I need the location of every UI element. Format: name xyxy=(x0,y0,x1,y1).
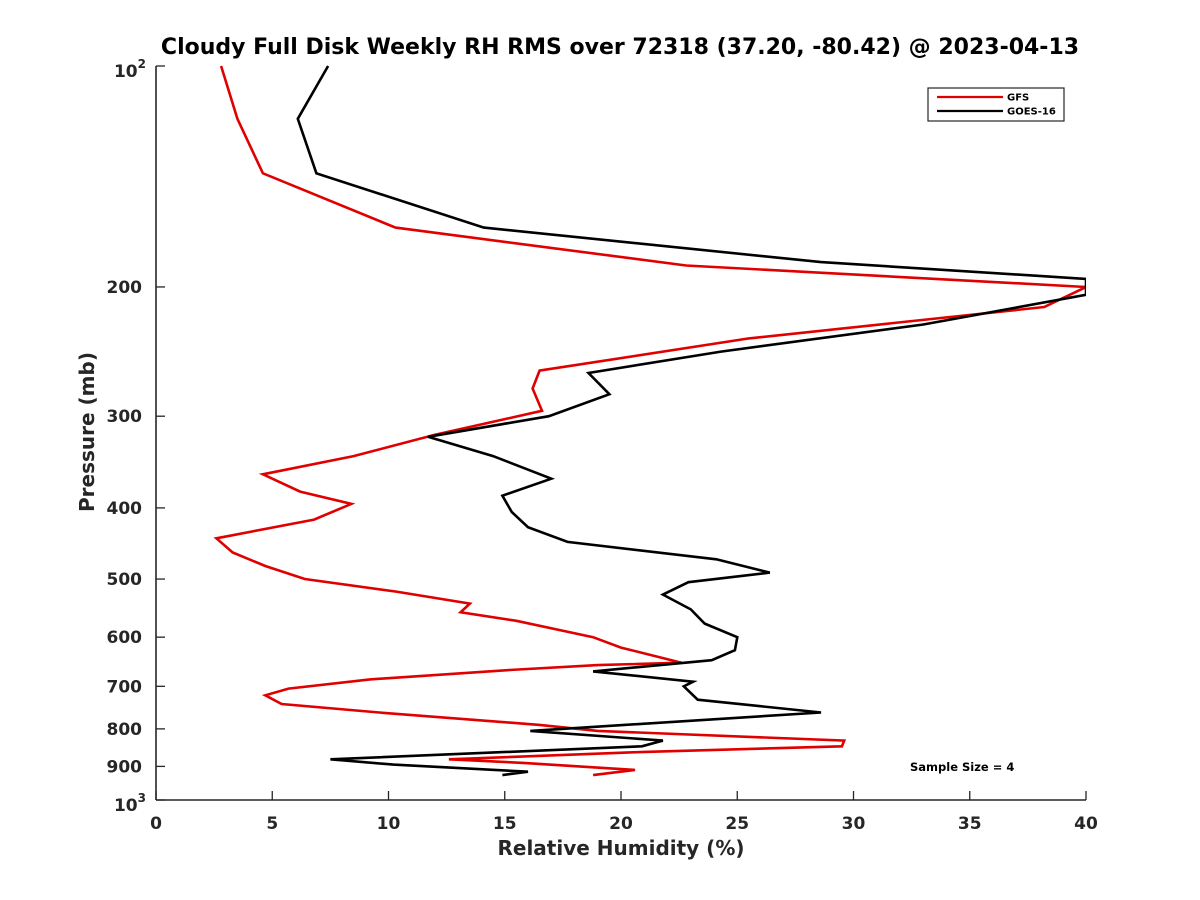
y-tick-label: 300 xyxy=(107,407,143,427)
x-tick-label: 20 xyxy=(609,814,633,834)
x-tick-label: 15 xyxy=(493,814,517,834)
series-line-gfs xyxy=(213,65,1086,777)
y-tick-label: 200 xyxy=(107,278,143,298)
y-tick-label: 103 xyxy=(114,791,146,816)
y-tick-label: 700 xyxy=(107,677,143,697)
y-axis-label: Pressure (mb) xyxy=(75,352,99,512)
x-tick-label: 10 xyxy=(377,814,401,834)
x-tick-label: 25 xyxy=(725,814,749,834)
x-tick-label: 40 xyxy=(1074,814,1098,834)
x-tick-label: 0 xyxy=(150,814,162,834)
series-layer xyxy=(213,65,1086,777)
x-tick-label: 5 xyxy=(266,814,278,834)
chart-title: Cloudy Full Disk Weekly RH RMS over 7231… xyxy=(161,35,1079,60)
y-tick-label: 600 xyxy=(107,628,143,648)
y-tick-label: 800 xyxy=(107,720,143,740)
legend-box xyxy=(927,87,1065,122)
sample-size-annotation: Sample Size = 4 xyxy=(910,760,1014,774)
y-tick-label: 900 xyxy=(107,757,143,777)
x-axis-label: Relative Humidity (%) xyxy=(497,836,744,860)
series-line-goes-16 xyxy=(296,65,1086,777)
y-tick-label: 400 xyxy=(107,499,143,519)
ticks-layer: 0 5 10 15 20 25 30 35 40 102 200 300 400 500 600 700 800… xyxy=(107,57,1098,834)
x-tick-label: 35 xyxy=(958,814,982,834)
legend-label-goes-16: GOES-16 xyxy=(1007,107,1056,118)
x-tick-label: 30 xyxy=(842,814,866,834)
y-tick-label: 500 xyxy=(107,570,143,590)
legend: GFS GOES-16 xyxy=(927,87,1065,122)
axes-layer xyxy=(155,66,1086,801)
y-tick-label: 102 xyxy=(114,57,146,82)
legend-label-gfs: GFS xyxy=(1007,93,1029,104)
